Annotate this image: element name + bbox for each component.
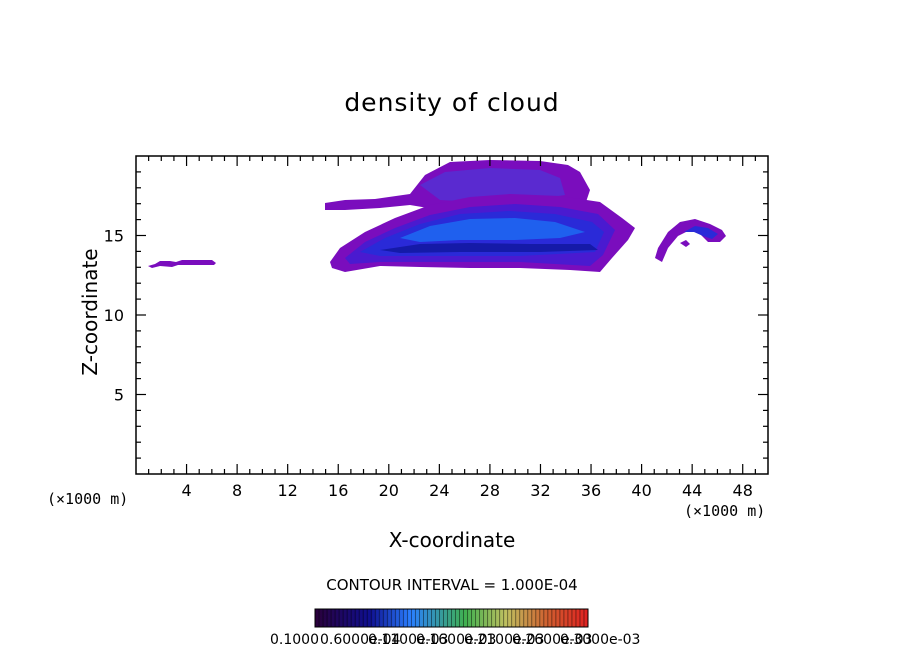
- axis-ticks: [136, 156, 768, 474]
- main-cloud-deep: [380, 243, 598, 253]
- chart-title: density of cloud: [344, 88, 560, 117]
- x-tick-label: 24: [429, 481, 449, 500]
- colorbar-label: 0.2100e-03: [464, 632, 545, 648]
- x-tick-label: 44: [682, 481, 702, 500]
- x-tick-label: 16: [328, 481, 348, 500]
- colorbar-label: 0.6000e-04: [320, 632, 401, 648]
- x-tick-label: 32: [530, 481, 550, 500]
- x-tick-label: 8: [232, 481, 242, 500]
- small-streak-region: [144, 260, 216, 268]
- colorbar-label: 0.2600e-03: [512, 632, 593, 648]
- x-tick-label: 12: [278, 481, 298, 500]
- colorbar-labels: 0.1000 0.6000e-04 0.1100e-03 0.1600e-03 0.21…: [270, 632, 670, 652]
- colorbar-label: 0.1100e-03: [368, 632, 449, 648]
- cloud-contours: [144, 160, 726, 272]
- x-tick-label: 48: [733, 481, 753, 500]
- colorbar-label: 0.3000e-03: [560, 632, 641, 648]
- upper-layer-inner: [420, 168, 565, 202]
- colorbar-label: 0.1600e-03: [416, 632, 497, 648]
- x-tick-label: 4: [181, 481, 191, 500]
- y-tick-label: 10: [104, 306, 124, 325]
- colorbar-frame: [314, 608, 589, 628]
- x-tick-label: 36: [581, 481, 601, 500]
- right-arc-region: [655, 219, 726, 262]
- right-arc-inner: [684, 226, 718, 239]
- x-axis-unit: (×1000 m): [684, 502, 766, 520]
- y-tick-label: 5: [114, 386, 124, 405]
- y-tick-label: 15: [104, 227, 124, 246]
- x-tick-label: 40: [631, 481, 651, 500]
- x-axis-label: X-coordinate: [388, 528, 516, 552]
- colorbar-label: 0.1000: [270, 632, 319, 648]
- x-tick-label: 20: [379, 481, 399, 500]
- y-axis-label: Z-coordinate: [78, 248, 102, 376]
- colorbar-stripes: [318, 609, 585, 627]
- y-axis-unit: (×1000 m): [47, 490, 129, 508]
- right-arc-fleck: [680, 240, 690, 247]
- contour-interval: CONTOUR INTERVAL = 1.000E-04: [326, 576, 578, 594]
- main-cloud-core: [400, 218, 585, 242]
- x-tick-label: 28: [480, 481, 500, 500]
